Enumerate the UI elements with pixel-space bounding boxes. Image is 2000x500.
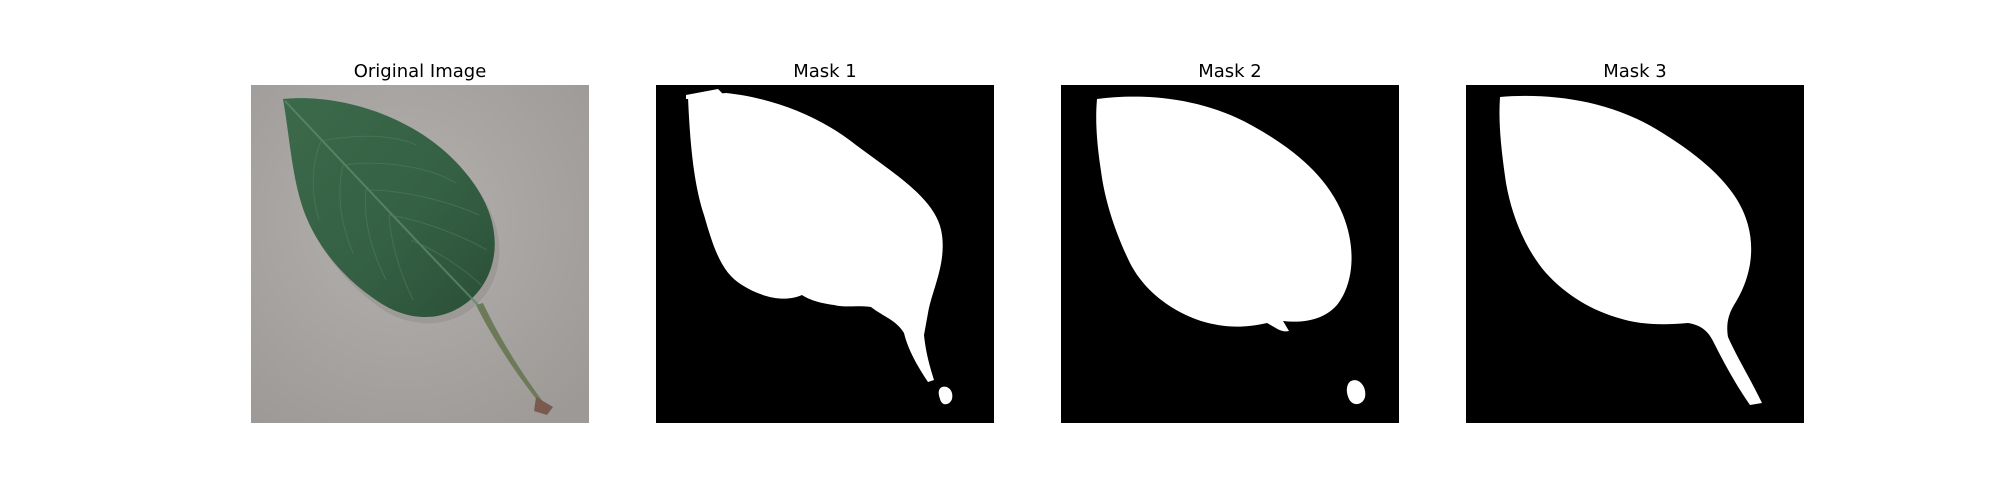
- mask-2-leaf-region: [1096, 96, 1352, 332]
- leaf-stem: [476, 303, 547, 407]
- mask-1-image: [656, 85, 994, 423]
- mask-1: [656, 85, 994, 423]
- panel-title: Mask 3: [1603, 61, 1667, 82]
- panel-title: Mask 2: [1198, 61, 1262, 82]
- original-image: [251, 85, 589, 423]
- stem-tip: [534, 397, 553, 415]
- panel-title: Mask 1: [793, 61, 857, 82]
- leaf-veins: [312, 135, 488, 301]
- mask-1-top-blob: [686, 89, 724, 99]
- mask-1-leaf-region: [688, 93, 943, 382]
- mask-3-leaf-region: [1499, 95, 1762, 405]
- leaf-photo: [251, 85, 589, 423]
- mask-3: [1466, 85, 1804, 423]
- mask-2: [1061, 85, 1399, 423]
- mask-2-panel: Mask 2: [1061, 60, 1399, 423]
- original-image-panel: Original Image: [251, 60, 589, 423]
- mask-3-image: [1466, 85, 1804, 423]
- mask-1-panel: Mask 1: [656, 60, 994, 423]
- mask-3-panel: Mask 3: [1466, 60, 1804, 423]
- leaf-midrib: [284, 100, 481, 308]
- mask-2-small-blob: [1346, 380, 1366, 405]
- panel-title: Original Image: [353, 61, 487, 82]
- leaf-blade: [283, 98, 495, 318]
- mask-1-small-blob: [938, 386, 953, 405]
- mask-2-image: [1061, 85, 1399, 423]
